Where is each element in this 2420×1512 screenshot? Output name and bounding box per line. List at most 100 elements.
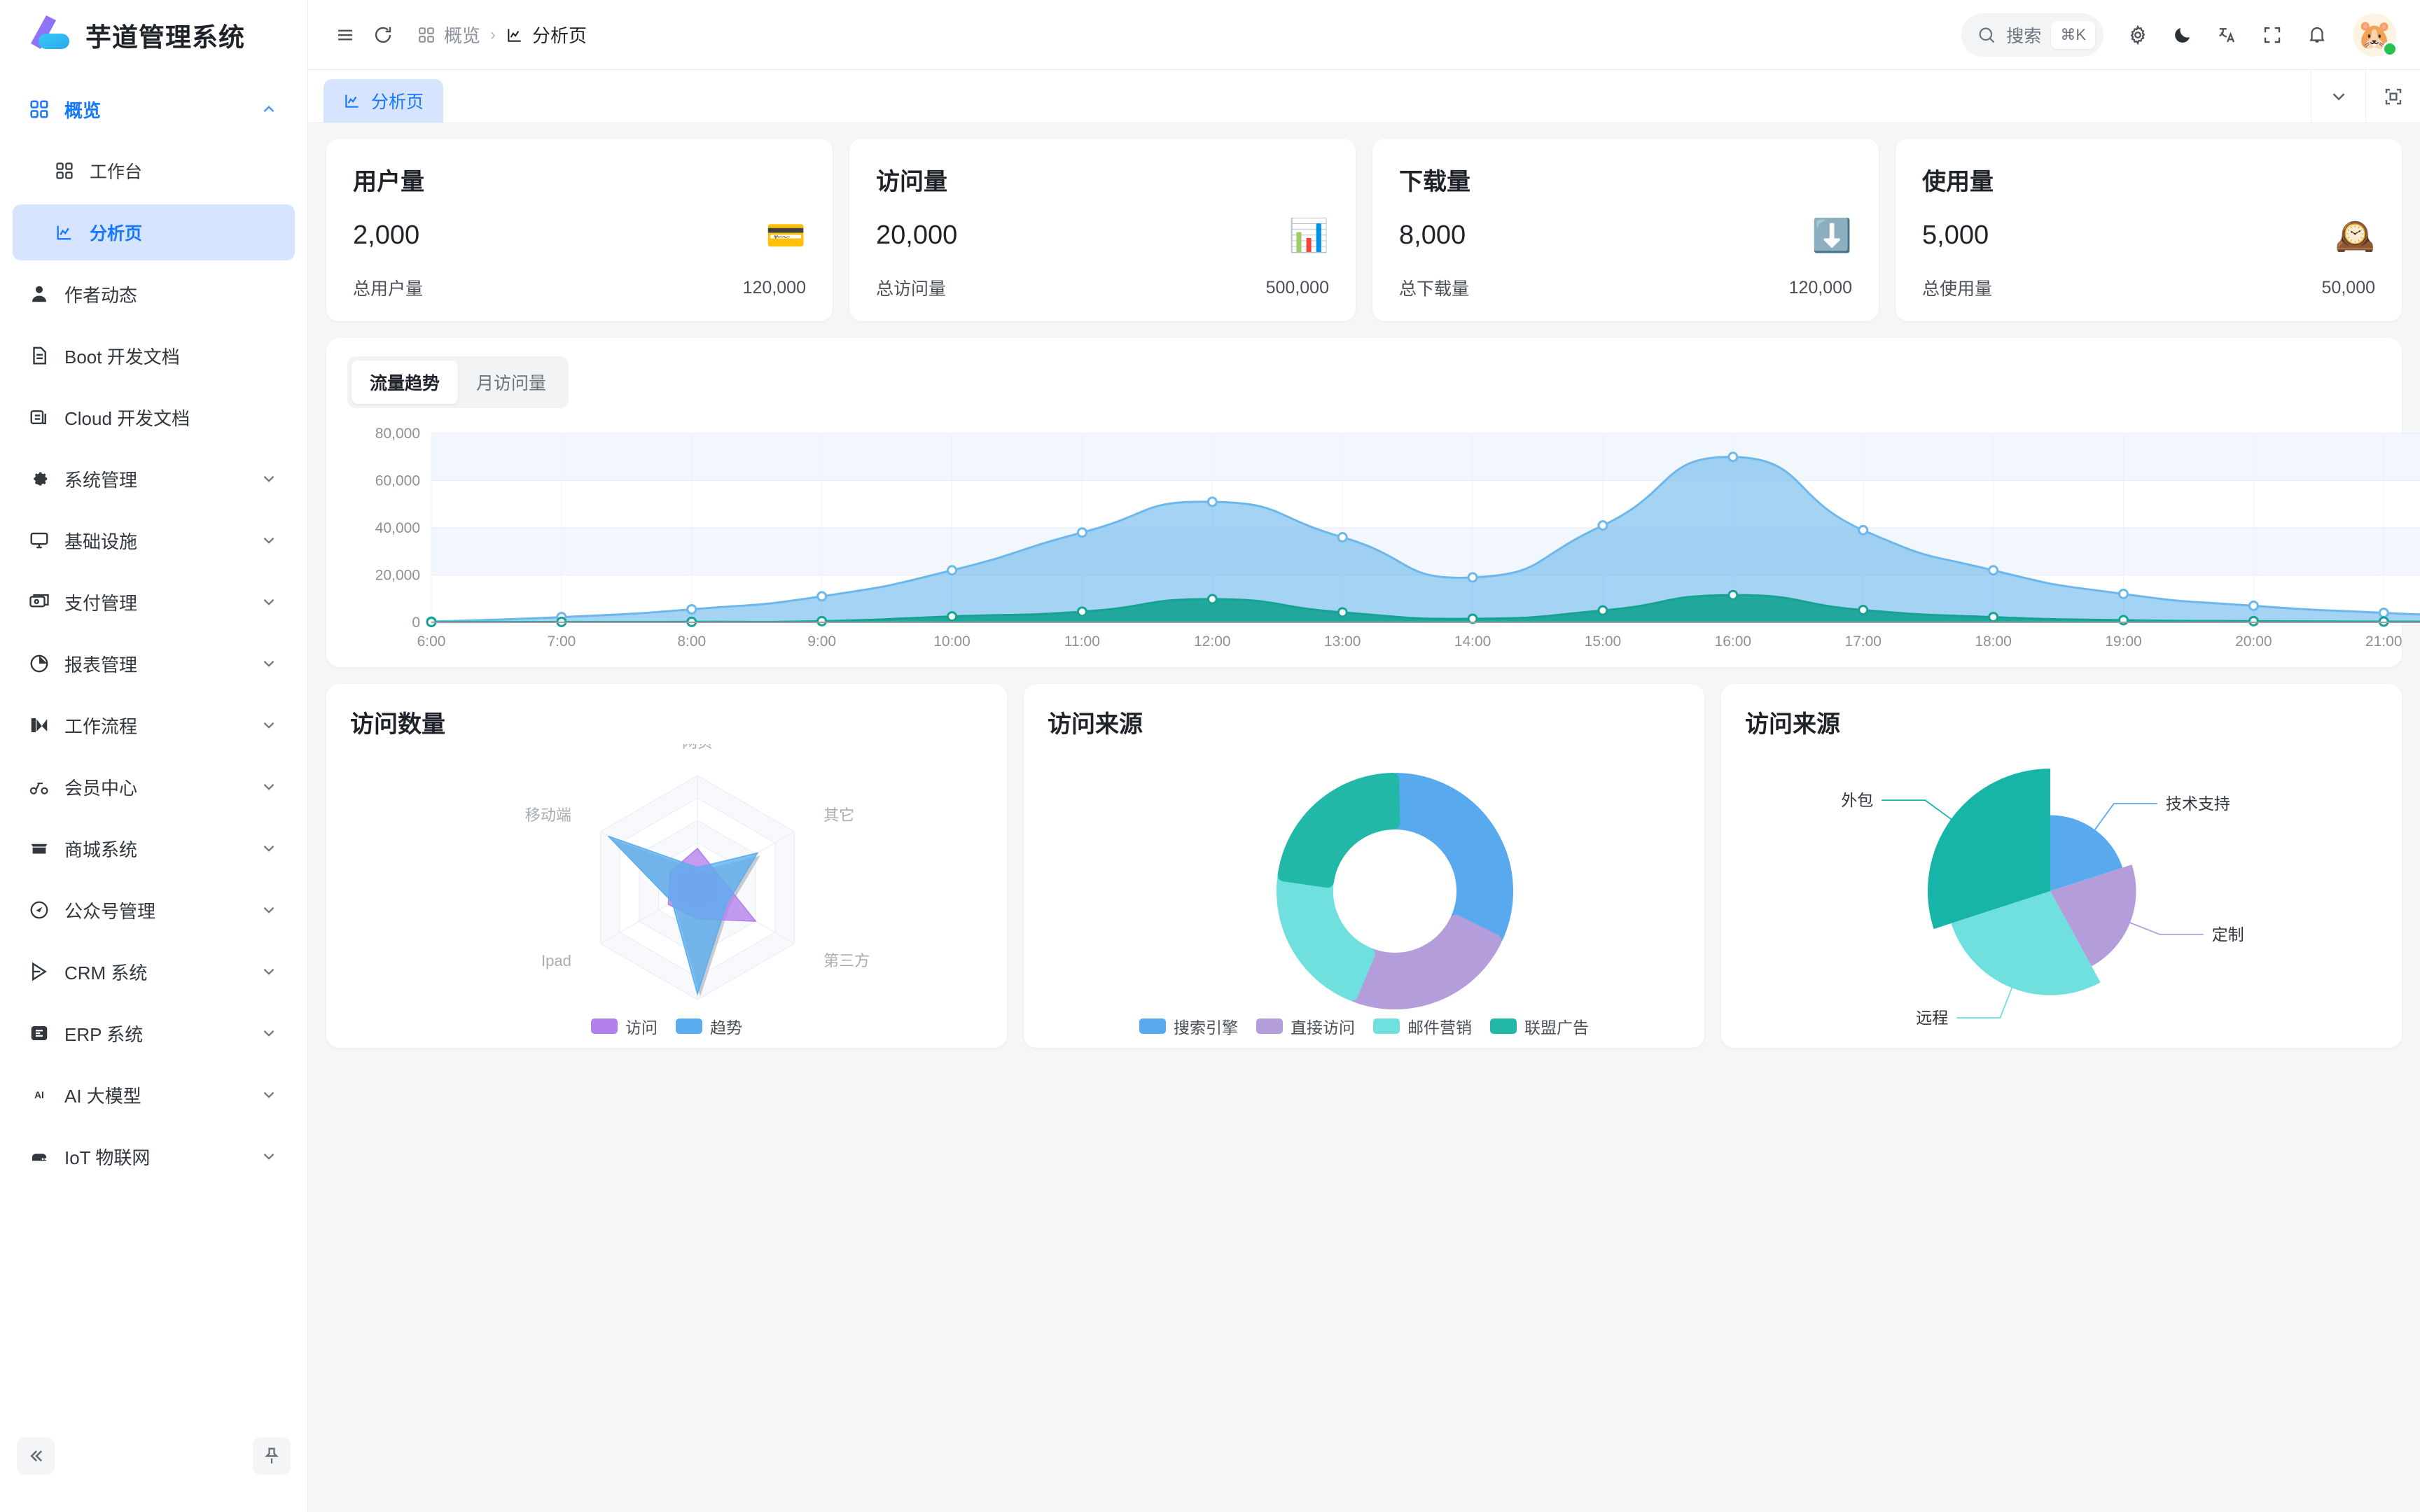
breadcrumb: 概览 › 分析页 (417, 22, 587, 48)
card-foot-value: 120,000 (1788, 277, 1852, 298)
chart-icon (343, 92, 361, 110)
sidebar-item-workbench[interactable]: 工作台 (13, 143, 295, 199)
logo-row[interactable]: 芋道管理系统 (0, 0, 307, 70)
card-foot-label: 总下载量 (1399, 279, 1470, 299)
legend-item[interactable]: 访问 (591, 1014, 658, 1038)
sidebar-item-iot[interactable]: IoT 物联网 (13, 1128, 295, 1184)
sidebar-item-crm-system[interactable]: CRM 系统 (13, 944, 295, 1000)
flow-icon (28, 714, 50, 736)
svg-text:18:00: 18:00 (1975, 634, 2012, 650)
maximize-icon[interactable] (2365, 70, 2420, 122)
chevron-down-icon (260, 1147, 278, 1166)
sidebar-item-ai-model[interactable]: AI AI 大模型 (13, 1067, 295, 1123)
breadcrumb-label: 概览 (444, 25, 481, 46)
svg-text:21:00: 21:00 (2365, 634, 2402, 650)
breadcrumb-item-overview[interactable]: 概览 (417, 22, 480, 48)
shop-icon (28, 837, 50, 860)
legend-item[interactable]: 搜索引擎 (1139, 1014, 1238, 1038)
svg-text:11:00: 11:00 (1064, 634, 1100, 650)
legend-item[interactable]: 邮件营销 (1373, 1014, 1472, 1038)
chevron-down-icon (260, 1086, 278, 1104)
chevron-down-icon (260, 470, 278, 488)
clock-icon: 🕰️ (2335, 217, 2375, 253)
sidebar-item-label: AI 大模型 (64, 1085, 141, 1107)
tab-label: 分析页 (371, 92, 424, 112)
svg-text:9:00: 9:00 (807, 634, 836, 650)
sidebar-item-payment-management[interactable]: 支付管理 (13, 574, 295, 630)
avatar[interactable]: 🐹 (2353, 13, 2398, 57)
svg-text:15:00: 15:00 (1585, 634, 1622, 650)
svg-text:6:00: 6:00 (417, 634, 446, 650)
chevron-down-icon (260, 716, 278, 734)
sidebar-item-workflow[interactable]: 工作流程 (13, 697, 295, 753)
sidebar-item-infrastructure[interactable]: 基础设施 (13, 512, 295, 568)
card-footer: 总访问量 500,000 (876, 275, 1329, 300)
svg-text:第三方: 第三方 (823, 952, 870, 969)
translate-icon[interactable] (2209, 16, 2246, 54)
moon-icon[interactable] (2164, 16, 2202, 54)
rose-chart[interactable]: 技术支持 定制 远程 外包 (1721, 744, 2402, 1048)
svg-text:20,000: 20,000 (375, 568, 420, 584)
card-title: 下载量 (1399, 169, 1470, 195)
tabs-scroll: 分析页 (308, 70, 2311, 122)
legend-swatch (1373, 1018, 1400, 1034)
sidebar-item-official-account[interactable]: 公众号管理 (13, 882, 295, 938)
legend-swatch (1139, 1018, 1166, 1034)
area-chart[interactable]: 0 20,000 40,000 60,000 80,000 6:00 7:00 8:00 9:0… (347, 424, 2420, 654)
bike-icon (28, 776, 50, 798)
stat-card-downloads: 下载量 8,000 ⬇️ 总下载量 120,000 (1372, 139, 1879, 321)
radar-chart[interactable]: 网页其它第三方客户端Ipad移动端 (326, 744, 1007, 1048)
sidebar-item-label: 商城系统 (64, 839, 138, 860)
sidebar-item-erp-system[interactable]: ERP 系统 (13, 1005, 295, 1061)
sidebar-item-member-center[interactable]: 会员中心 (13, 759, 295, 815)
legend-item[interactable]: 直接访问 (1256, 1014, 1355, 1038)
card-value: 2,000 (353, 220, 420, 250)
card-foot-label: 总用户量 (353, 279, 424, 299)
trend-tab-traffic[interactable]: 流量趋势 (352, 360, 459, 404)
pin-icon[interactable] (253, 1437, 291, 1475)
sidebar-item-author-feed[interactable]: 作者动态 (13, 266, 295, 322)
bell-icon[interactable] (2298, 16, 2336, 54)
svg-text:17:00: 17:00 (1844, 634, 1882, 650)
gear-icon[interactable] (2119, 16, 2157, 54)
chevron-down-icon[interactable] (2311, 70, 2365, 122)
sidebar-item-boot-docs[interactable]: Boot 开发文档 (13, 328, 295, 384)
legend-item[interactable]: 联盟广告 (1490, 1014, 1589, 1038)
hamburger-icon[interactable] (326, 16, 364, 54)
trend-tab-monthly[interactable]: 月访问量 (476, 374, 547, 393)
grid-icon (53, 160, 76, 182)
svg-text:7:00: 7:00 (547, 634, 576, 650)
tab-analysis[interactable]: 分析页 (324, 79, 444, 122)
sidebar: 芋道管理系统 概览 (0, 0, 308, 1512)
legend-label: 访问 (625, 1018, 658, 1037)
chevron-down-icon (260, 593, 278, 611)
sidebar-item-system-management[interactable]: 系统管理 (13, 451, 295, 507)
sidebar-item-analysis[interactable]: 分析页 (13, 204, 295, 260)
sidebar-item-mall-system[interactable]: 商城系统 (13, 820, 295, 876)
card-foot-value: 50,000 (2321, 277, 2375, 298)
chevron-down-icon (260, 654, 278, 673)
breadcrumb-item-analysis[interactable]: 分析页 (506, 22, 587, 48)
grid-icon (28, 98, 50, 120)
sidebar-item-overview[interactable]: 概览 (13, 81, 295, 137)
chevron-down-icon (260, 1024, 278, 1042)
donut-chart[interactable] (1024, 744, 1704, 1048)
svg-text:80,000: 80,000 (375, 426, 420, 442)
page-content: 用户量 2,000 💳 总用户量 120,000 访问量 20,000 📊 (308, 123, 2420, 1512)
gear-icon (28, 468, 50, 490)
fullscreen-icon[interactable] (2253, 16, 2291, 54)
sidebar-item-report-management[interactable]: 报表管理 (13, 636, 295, 692)
legend-item[interactable]: 趋势 (676, 1014, 742, 1038)
search-input[interactable]: 搜索 ⌘K (1961, 13, 2103, 57)
sidebar-item-label: 会员中心 (64, 777, 138, 799)
sidebar-item-cloud-docs[interactable]: Cloud 开发文档 (13, 389, 295, 445)
credit-card-icon: 💳 (765, 217, 806, 253)
app-logo-icon (25, 13, 70, 57)
svg-text:14:00: 14:00 (1454, 634, 1491, 650)
card-value: 8,000 (1399, 220, 1466, 250)
pie-chart-icon: 📊 (1288, 217, 1329, 253)
refresh-icon[interactable] (364, 16, 402, 54)
chevron-up-icon (260, 100, 278, 118)
collapse-sidebar-button[interactable] (17, 1437, 55, 1475)
